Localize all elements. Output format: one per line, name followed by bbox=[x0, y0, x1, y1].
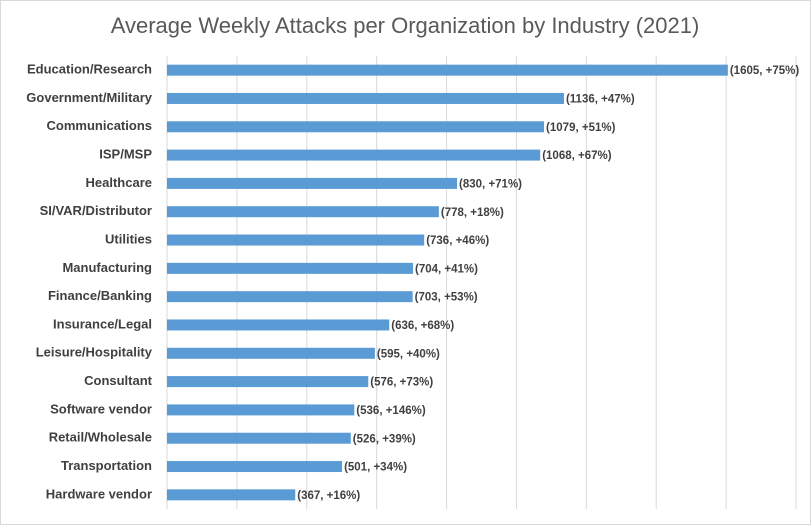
value-label: (526, +39%) bbox=[353, 433, 416, 445]
bar bbox=[167, 404, 355, 416]
y-tick-label: Healthcare bbox=[86, 175, 152, 190]
value-label: (636, +68%) bbox=[391, 320, 454, 332]
y-tick-label: SI/VAR/Distributor bbox=[40, 203, 152, 218]
value-label: (1605, +75%) bbox=[730, 65, 800, 77]
value-label: (367, +16%) bbox=[297, 490, 360, 502]
value-label: (736, +46%) bbox=[426, 235, 489, 247]
bar bbox=[167, 92, 564, 104]
y-tick-label: Retail/Wholesale bbox=[49, 430, 152, 445]
y-tick-label: Government/Military bbox=[26, 90, 152, 105]
value-label: (536, +146%) bbox=[356, 405, 426, 417]
value-label: (778, +18%) bbox=[441, 207, 504, 219]
bar bbox=[167, 64, 728, 76]
bar bbox=[167, 291, 413, 303]
value-label: (595, +40%) bbox=[377, 348, 440, 360]
y-tick-label: Manufacturing bbox=[62, 260, 152, 275]
y-tick-label: Leisure/Hospitality bbox=[36, 345, 153, 360]
y-tick-label: Hardware vendor bbox=[46, 486, 152, 501]
bar bbox=[167, 347, 375, 359]
bar bbox=[167, 489, 296, 501]
value-label: (703, +53%) bbox=[415, 292, 478, 304]
y-tick-label: Consultant bbox=[84, 373, 153, 388]
value-label: (1136, +47%) bbox=[566, 94, 635, 106]
bar bbox=[167, 461, 343, 473]
value-label: (1079, +51%) bbox=[546, 122, 616, 134]
bar bbox=[167, 319, 390, 331]
y-tick-label: Insurance/Legal bbox=[53, 316, 152, 331]
y-tick-label: Finance/Banking bbox=[48, 288, 152, 303]
value-label: (1068, +67%) bbox=[542, 150, 612, 162]
bar bbox=[167, 376, 369, 388]
y-tick-label: Education/Research bbox=[27, 62, 152, 77]
y-tick-label: Utilities bbox=[105, 231, 152, 246]
bar bbox=[167, 206, 439, 218]
bar bbox=[167, 262, 414, 274]
bar bbox=[167, 177, 458, 189]
bar bbox=[167, 432, 351, 444]
chart-title: Average Weekly Attacks per Organization … bbox=[111, 13, 700, 38]
y-tick-label: Communications bbox=[47, 118, 152, 133]
y-tick-label: ISP/MSP bbox=[99, 147, 152, 162]
value-label: (830, +71%) bbox=[459, 178, 522, 190]
y-tick-label: Software vendor bbox=[50, 401, 152, 416]
value-label: (576, +73%) bbox=[370, 377, 433, 389]
bar bbox=[167, 234, 425, 246]
bar bbox=[167, 149, 541, 161]
y-tick-label: Transportation bbox=[61, 458, 152, 473]
value-label: (704, +41%) bbox=[415, 263, 478, 275]
value-label: (501, +34%) bbox=[344, 462, 407, 474]
bar bbox=[167, 121, 545, 133]
